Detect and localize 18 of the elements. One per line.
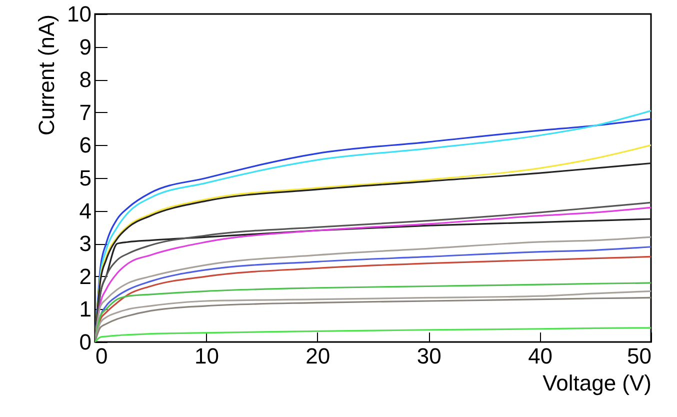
x-tick-label: 30 (416, 344, 442, 368)
y-tick-label: 10 (67, 2, 92, 26)
y-tick-label: 3 (79, 231, 92, 256)
y-axis-title: Current (nA) (34, 14, 60, 136)
y-tick-label: 9 (79, 34, 92, 60)
y-tick-label: 2 (79, 264, 92, 289)
y-tick-label: 6 (79, 132, 92, 158)
x-tick-label: 10 (194, 344, 219, 368)
x-tick-label: 20 (306, 344, 330, 368)
y-tick-label: 7 (79, 100, 92, 125)
x-tick-label: 40 (528, 344, 553, 368)
x-tick-label: 50 (627, 344, 652, 368)
x-tick-label: 0 (96, 344, 108, 368)
y-tick-label: 1 (79, 296, 92, 322)
y-tick-label: 5 (79, 166, 92, 190)
y-tick-label: 8 (79, 67, 92, 92)
x-axis-title: Voltage (V) (542, 370, 652, 396)
y-tick-label: 4 (79, 198, 92, 224)
